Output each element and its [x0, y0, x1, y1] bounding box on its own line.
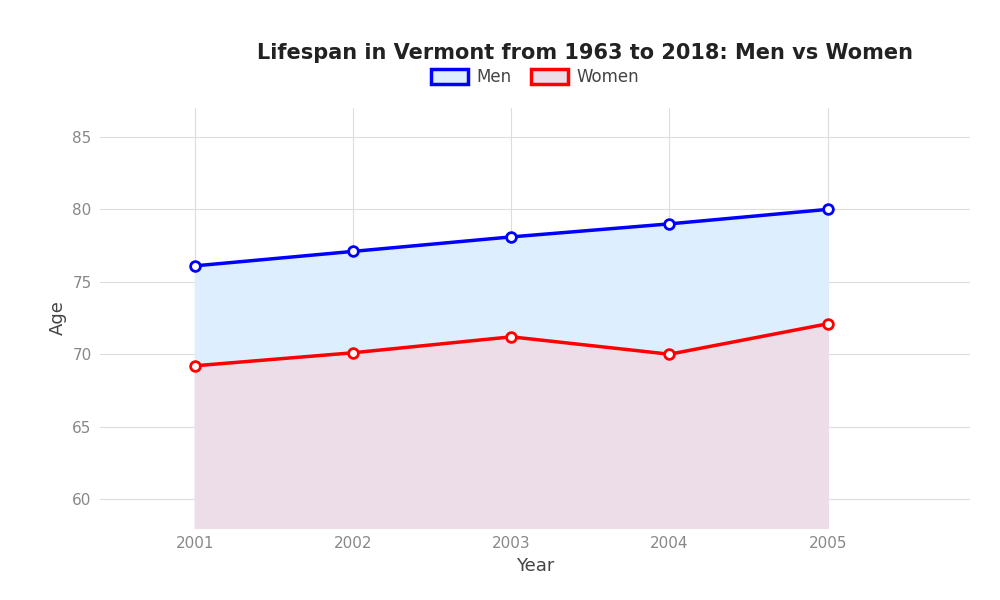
- X-axis label: Year: Year: [516, 557, 554, 575]
- Y-axis label: Age: Age: [49, 301, 67, 335]
- Text: Lifespan in Vermont from 1963 to 2018: Men vs Women: Lifespan in Vermont from 1963 to 2018: M…: [257, 43, 913, 64]
- Legend: Men, Women: Men, Women: [424, 62, 646, 93]
